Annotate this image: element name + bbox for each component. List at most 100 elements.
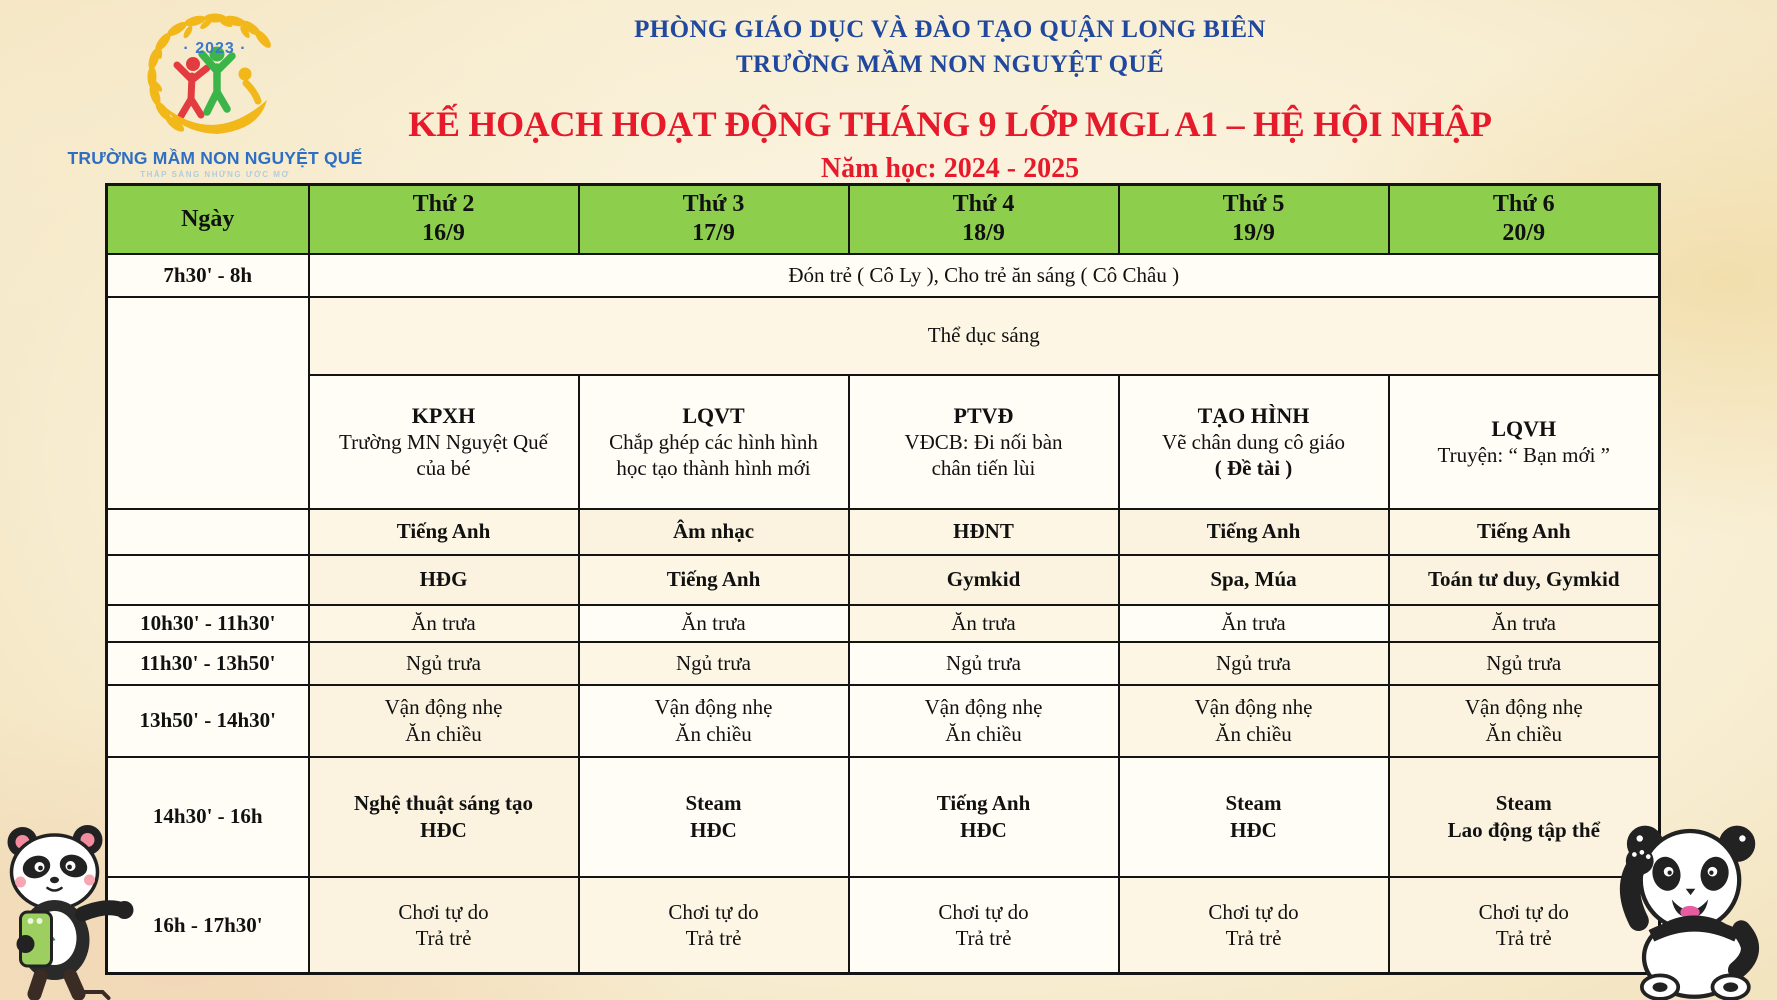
date-label: 18/9 xyxy=(962,220,1005,247)
subject-cell: Toán tư duy, Gymkid xyxy=(1387,553,1661,606)
row-the-duc-sang: Thể dục sáng xyxy=(105,295,1661,510)
activity-line: Ăn chiều xyxy=(405,721,482,746)
row-ngu-trua: 11h30' - 13h50' Ngủ trưa Ngủ trưa Ngủ tr… xyxy=(105,640,1661,686)
time-cell: 14h30' - 16h xyxy=(105,755,310,878)
panda-with-phone-illustration xyxy=(7,825,134,1000)
col-header-thu5: Thứ 5 19/9 xyxy=(1117,183,1390,255)
day-label: Thứ 2 xyxy=(412,191,475,218)
meal-cell: Ăn trưa xyxy=(577,603,850,643)
activity-line: Vận động nhẹ xyxy=(1464,695,1583,720)
logo-tagline: THẮP SÁNG NHỮNG ƯỚC MƠ xyxy=(140,170,290,179)
evening-class-cell: Steam HĐC xyxy=(577,755,850,878)
day-label: Thứ 6 xyxy=(1492,191,1555,218)
subject-cell: Âm nhạc xyxy=(577,507,850,556)
logo-figures-icon xyxy=(165,46,267,134)
subject-cell: Tiếng Anh xyxy=(1117,507,1390,556)
activity-line: Vẽ chân dung cô giáo xyxy=(1161,430,1346,454)
activity-line: Chơi tự do xyxy=(668,899,759,924)
evening-class-cell: Nghệ thuật sáng tạo HĐC xyxy=(307,755,580,878)
logo-year-label: · 2023 · xyxy=(183,40,247,57)
activity-line: HĐC xyxy=(960,817,1007,842)
activity-cell: KPXH Trường MN Nguyệt Quế của bé xyxy=(307,373,580,510)
time-cell: 11h30' - 13h50' xyxy=(105,640,310,686)
activity-line: Trả trẻ xyxy=(685,925,742,950)
activity-line: Vận động nhẹ xyxy=(924,695,1043,720)
activity-line: Trả trẻ xyxy=(415,925,472,950)
activity-title: LQVH xyxy=(1491,415,1557,441)
activity-line: Ăn chiều xyxy=(945,721,1022,746)
activity-line: HĐC xyxy=(690,817,737,842)
activity-line: Truyện: “ Bạn mới ” xyxy=(1437,443,1610,468)
row-hoat-dong-hoc: KPXH Trường MN Nguyệt Quế của bé LQVT Ch… xyxy=(107,373,1661,510)
school-logo: · 2023 · TRƯỜNG MẦM NON NGUYỆT QUẾ THẮP … xyxy=(60,4,370,179)
day-label: Thứ 3 xyxy=(682,191,745,218)
free-play-cell: Chơi tự do Trả trẻ xyxy=(847,875,1120,975)
activity-line: Trường MN Nguyệt Quế xyxy=(339,430,548,454)
subject-cell: Tiếng Anh xyxy=(1387,507,1661,556)
activity-line: Chơi tự do xyxy=(938,899,1029,924)
weekly-schedule-table: Ngày Thứ 2 16/9 Thứ 3 17/9 Thứ 4 18/9 Th… xyxy=(105,183,1661,975)
activity-line: Steam xyxy=(1225,791,1282,816)
row-van-dong-nhe: 13h50' - 14h30' Vận động nhẹ Ăn chiều Vậ… xyxy=(105,683,1661,758)
row-tra-tre: 16h - 17h30' Chơi tự do Trả trẻ Chơi tự … xyxy=(105,875,1661,975)
activity-line: Ăn chiều xyxy=(675,721,752,746)
activity-line: Ăn chiều xyxy=(1215,721,1292,746)
time-cell xyxy=(105,295,310,510)
time-cell xyxy=(105,507,310,556)
afternoon-cell: Vận động nhẹ Ăn chiều xyxy=(1387,683,1661,758)
school-year: Năm học: 2024 - 2025 xyxy=(820,153,1080,184)
col-header-thu3: Thứ 3 17/9 xyxy=(577,183,850,255)
activity-line: Tiếng Anh xyxy=(936,791,1031,816)
col-header-thu4: Thứ 4 18/9 xyxy=(847,183,1120,255)
document-header: PHÒNG GIÁO DỤC VÀ ĐÀO TẠO QUẬN LONG BIÊN… xyxy=(320,16,1580,185)
date-label: 20/9 xyxy=(1502,220,1546,247)
subject-cell: Gymkid xyxy=(847,553,1120,606)
activity-line: Vận động nhẹ xyxy=(1194,695,1313,720)
activity-line: Lao động tập thể xyxy=(1447,817,1600,842)
span-cell-the-duc-sang: Thể dục sáng xyxy=(307,295,1661,376)
date-label: 17/9 xyxy=(692,220,735,247)
department-name: PHÒNG GIÁO DỤC VÀ ĐÀO TẠO QUẬN LONG BIÊN xyxy=(634,16,1266,43)
activity-line: của bé xyxy=(416,456,471,481)
meal-cell: Ăn trưa xyxy=(847,603,1120,643)
span-cell-don-tre: Đón trẻ ( Cô Ly ), Cho trẻ ăn sáng ( Cô … xyxy=(307,252,1661,298)
time-cell: 10h30' - 11h30' xyxy=(105,603,310,643)
date-label: 19/9 xyxy=(1232,220,1275,247)
evening-class-cell: Tiếng Anh HĐC xyxy=(847,755,1120,878)
subject-cell: HĐNT xyxy=(847,507,1120,556)
row-hoat-dong-chieu: 14h30' - 16h Nghệ thuật sáng tạo HĐC Ste… xyxy=(105,755,1661,878)
activity-line: ( Đề tài ) xyxy=(1214,456,1293,481)
page-title: KẾ HOẠCH HOẠT ĐỘNG THÁNG 9 LỚP MGL A1 – … xyxy=(408,104,1492,144)
table-header-row: Ngày Thứ 2 16/9 Thứ 3 17/9 Thứ 4 18/9 Th… xyxy=(105,183,1661,255)
subject-cell: Tiếng Anh xyxy=(577,553,850,606)
activity-line: Chơi tự do xyxy=(1208,899,1299,924)
meal-cell: Ăn trưa xyxy=(1387,603,1661,643)
subject-cell: Tiếng Anh xyxy=(307,507,580,556)
laurel-wreath-icon xyxy=(147,13,271,134)
activity-title: LQVT xyxy=(682,402,745,428)
day-label: Thứ 5 xyxy=(1222,191,1285,218)
activity-line: Vận động nhẹ xyxy=(654,695,773,720)
free-play-cell: Chơi tự do Trả trẻ xyxy=(577,875,850,975)
afternoon-cell: Vận động nhẹ Ăn chiều xyxy=(577,683,850,758)
activity-line: học tạo thành hình mới xyxy=(616,456,811,481)
activity-line: HĐC xyxy=(1230,817,1277,842)
activity-line: Trả trẻ xyxy=(1495,925,1552,950)
free-play-cell: Chơi tự do Trả trẻ xyxy=(1387,875,1661,975)
afternoon-cell: Vận động nhẹ Ăn chiều xyxy=(307,683,580,758)
day-label: Thứ 4 xyxy=(952,191,1015,218)
nap-cell: Ngủ trưa xyxy=(1387,640,1661,686)
subject-cell: Spa, Múa xyxy=(1117,553,1390,606)
nap-cell: Ngủ trưa xyxy=(847,640,1120,686)
time-cell: 7h30' - 8h xyxy=(105,252,310,298)
meal-cell: Ăn trưa xyxy=(307,603,580,643)
nap-cell: Ngủ trưa xyxy=(307,640,580,686)
activity-line: Chắp ghép các hình hình xyxy=(609,430,818,454)
nap-cell: Ngủ trưa xyxy=(577,640,850,686)
activity-title: TẠO HÌNH xyxy=(1197,402,1310,428)
school-name: TRƯỜNG MẦM NON NGUYỆT QUẾ xyxy=(735,51,1165,78)
evening-class-cell: Steam HĐC xyxy=(1117,755,1390,878)
activity-line: VĐCB: Đi nối bàn xyxy=(904,430,1063,454)
activity-line: Steam xyxy=(1495,791,1552,816)
